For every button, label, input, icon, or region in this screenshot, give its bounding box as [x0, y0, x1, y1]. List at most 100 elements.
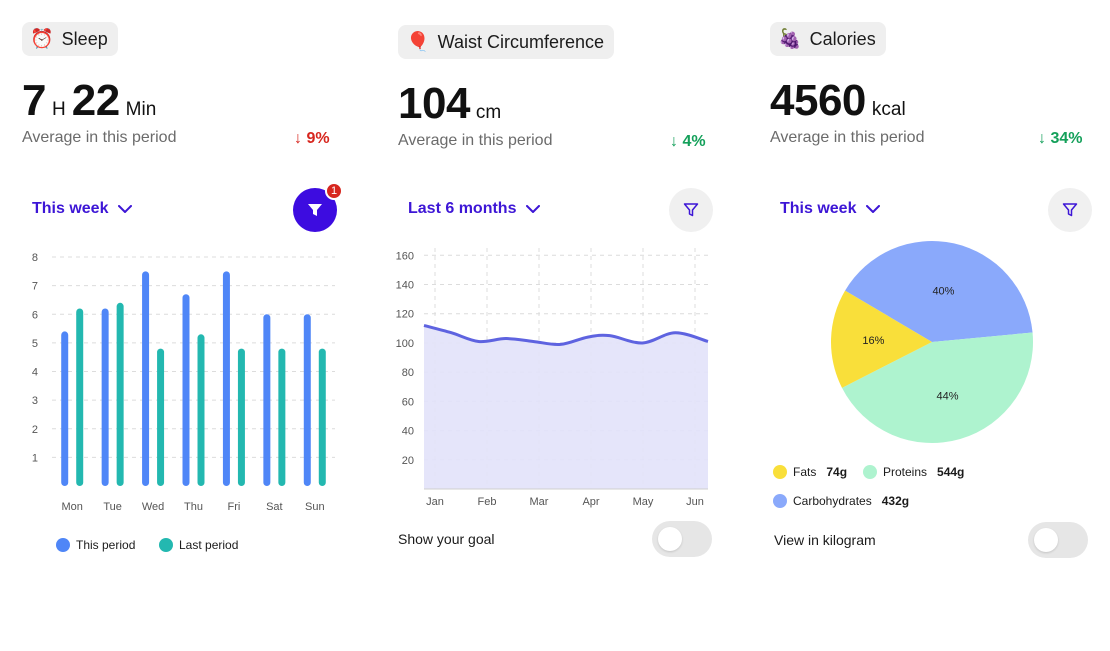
waist-average-value: 104 cm	[398, 79, 507, 129]
waist-value: 104	[398, 79, 470, 128]
waist-area-chart: 20 40 60 80 100 120 140 160 Jan Feb Mar Apr May Jun	[396, 248, 709, 508]
x-tick-label: Sat	[266, 501, 283, 513]
show-goal-toggle[interactable]	[652, 521, 712, 557]
waist-period-label: Last 6 months	[408, 200, 517, 217]
legend-carbohydrates: Carbohydrates 432g	[773, 494, 909, 508]
sleep-minutes-unit: Min	[125, 99, 157, 120]
sleep-hours: 7	[22, 76, 46, 125]
calories-title: Calories	[809, 28, 876, 49]
filter-icon	[683, 203, 699, 217]
show-goal-label: Show your goal	[398, 531, 495, 547]
x-tick-label: Sun	[305, 501, 325, 513]
y-tick-label: 1	[32, 452, 38, 464]
y-tick-label: 120	[396, 309, 414, 321]
carbohydrates-dot	[773, 494, 787, 508]
kilogram-toggle[interactable]	[1028, 522, 1088, 558]
bar-last-period	[157, 348, 165, 486]
x-tick-label: Jun	[686, 496, 704, 508]
waist-period-dropdown[interactable]: Last 6 months	[408, 200, 541, 218]
proteins-amount: 544g	[937, 465, 965, 479]
waist-delta: ↓ 4%	[670, 133, 706, 150]
pie-slice-proteins	[842, 332, 1033, 443]
bar-last-period	[278, 348, 286, 486]
fats-label: Fats	[793, 465, 817, 479]
bar-last-period	[197, 334, 205, 486]
calories-period-label: This week	[780, 200, 857, 217]
proteins-label: Proteins	[883, 465, 928, 479]
bar-this-period	[222, 271, 230, 486]
filter-icon	[1062, 203, 1078, 217]
carbohydrates-amount: 432g	[881, 494, 910, 508]
bar-last-period	[237, 348, 245, 486]
bar-this-period	[142, 271, 150, 486]
this-period-dot	[56, 538, 70, 552]
waist-average-label: Average in this period	[398, 132, 553, 149]
calories-chip: 🍇 Calories	[770, 22, 886, 56]
y-tick-label: 60	[402, 396, 414, 408]
legend-last-period: Last period	[159, 538, 238, 552]
bar-last-period	[318, 348, 326, 486]
waist-filter-button[interactable]	[669, 188, 713, 232]
this-period-label: This period	[76, 538, 136, 552]
sleep-average-value: 7 H 22 Min	[22, 76, 162, 126]
sleep-average-label: Average in this period	[22, 129, 177, 146]
plum-icon: 🍇	[778, 28, 802, 50]
calories-period-dropdown[interactable]: This week	[780, 200, 881, 218]
y-tick-label: 40	[402, 426, 414, 438]
pie-slice-carbohydrates	[845, 241, 1033, 342]
sleep-chip: ⏰ Sleep	[22, 22, 118, 56]
bar-this-period	[61, 331, 69, 486]
x-tick-label: Mon	[62, 501, 83, 513]
sleep-delta: ↓ 9%	[294, 130, 330, 147]
sleep-minutes: 22	[71, 76, 120, 125]
bar-this-period	[303, 314, 311, 486]
chevron-down-icon	[866, 204, 881, 213]
toggle-knob	[1034, 528, 1058, 552]
y-tick-label: 3	[32, 395, 38, 407]
legend-fats: Fats 74g	[773, 465, 847, 479]
y-tick-label: 100	[396, 338, 414, 350]
calories-card: 🍇 Calories 4560 kcal Average in this per…	[770, 0, 1100, 651]
sleep-card: ⏰ Sleep 7 H 22 Min Average in this perio…	[22, 0, 343, 651]
sleep-title: Sleep	[61, 28, 108, 49]
legend-this-period: This period	[56, 538, 135, 552]
x-tick-label: Apr	[582, 496, 599, 508]
sleep-filter-button[interactable]: 1	[293, 182, 343, 232]
series-line	[423, 323, 709, 347]
y-tick-label: 8	[32, 252, 38, 264]
y-tick-label: 6	[32, 309, 38, 321]
y-tick-label: 80	[402, 367, 414, 379]
y-tick-label: 140	[396, 280, 414, 292]
bar-last-period	[76, 308, 84, 486]
x-tick-label: Thu	[184, 501, 203, 513]
proteins-dot	[863, 465, 877, 479]
filter-count-badge: 1	[325, 182, 343, 200]
calories-filter-button[interactable]	[1048, 188, 1092, 232]
x-tick-label: Jan	[426, 496, 444, 508]
x-tick-label: Feb	[478, 496, 497, 508]
waist-card: 🎈 Waist Circumference 104 cm Average in …	[396, 0, 718, 651]
sleep-period-dropdown[interactable]: This week	[32, 200, 133, 218]
area-fill	[424, 325, 708, 489]
calories-average-label: Average in this period	[770, 129, 925, 146]
pie-data-label: 44%	[936, 390, 958, 402]
sleep-hours-unit: H	[51, 99, 66, 120]
x-tick-label: May	[633, 496, 654, 508]
sleep-bar-chart: 1 2 3 4 5 6 7 8 Mon Tue Wed Thu Fri Sat Sun	[32, 252, 335, 513]
x-tick-label: Tue	[103, 501, 122, 513]
pie-data-label: 40%	[932, 286, 954, 298]
filter-icon	[308, 204, 322, 216]
waist-unit: cm	[475, 102, 502, 123]
bar-this-period	[182, 294, 190, 486]
y-tick-label: 7	[32, 281, 38, 293]
y-tick-label: 160	[396, 250, 414, 262]
waist-title: Waist Circumference	[437, 31, 605, 52]
bar-this-period	[101, 308, 109, 486]
toggle-knob	[658, 527, 682, 551]
x-tick-label: Wed	[142, 501, 164, 513]
kilogram-label: View in kilogram	[774, 532, 876, 548]
y-tick-label: 2	[32, 424, 38, 436]
balloon-icon: 🎈	[406, 31, 430, 53]
calories-average-value: 4560 kcal	[770, 76, 912, 126]
y-tick-label: 20	[402, 455, 414, 467]
